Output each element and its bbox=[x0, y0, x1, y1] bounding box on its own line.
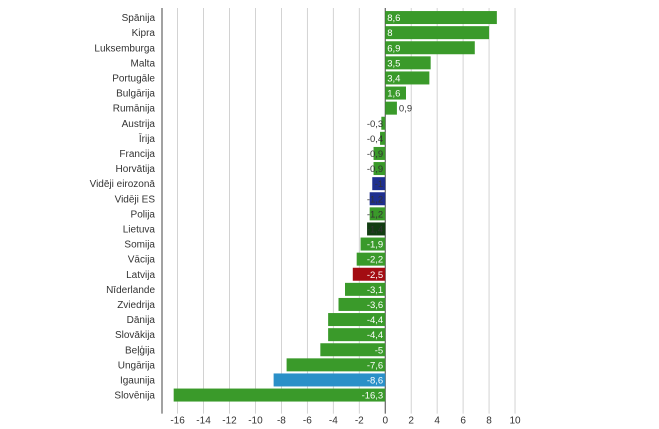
value-label: 0,9 bbox=[399, 104, 412, 115]
category-label: Horvātija bbox=[116, 164, 156, 175]
value-label: 8,6 bbox=[387, 13, 400, 24]
bar-malta bbox=[385, 56, 431, 70]
bar-portugale bbox=[385, 71, 430, 85]
x-tick-label: -14 bbox=[196, 416, 211, 427]
x-tick-label: -2 bbox=[355, 416, 364, 427]
category-label: Kipra bbox=[132, 28, 156, 39]
category-label: Francija bbox=[119, 149, 155, 160]
category-label: Austrija bbox=[122, 119, 156, 130]
category-label: Dānija bbox=[127, 315, 156, 326]
category-label: Igaunija bbox=[120, 375, 155, 386]
x-tick-label: -8 bbox=[277, 416, 286, 427]
bar-niderlande bbox=[345, 282, 386, 296]
bar-horvatija bbox=[373, 162, 386, 176]
value-labels: 8,6 8 6,9 3,5 3,4 1,6 0,9 -0,3 -0,4 -0,9 -0,9 -1 -1,… bbox=[362, 13, 413, 402]
grid-lines bbox=[161, 8, 516, 414]
value-label: -5 bbox=[375, 345, 383, 356]
category-label: Vidēji eirozonā bbox=[90, 179, 156, 190]
value-label: -7,6 bbox=[367, 360, 383, 371]
value-label: 8 bbox=[387, 28, 392, 39]
value-label: -8,6 bbox=[367, 375, 383, 386]
bar-rumanija bbox=[385, 101, 397, 115]
x-tick-label: 8 bbox=[486, 416, 492, 427]
category-label: Lietuva bbox=[123, 224, 156, 235]
category-label: Vācija bbox=[128, 255, 156, 266]
category-label: Spānija bbox=[122, 13, 156, 24]
bar-austrija bbox=[381, 116, 386, 130]
category-label: Somija bbox=[124, 240, 155, 251]
category-label: Īrija bbox=[139, 133, 156, 145]
value-label: -1 bbox=[375, 179, 383, 190]
bar-polija bbox=[369, 207, 386, 221]
bar-francija bbox=[373, 146, 386, 160]
category-label: Slovēnija bbox=[114, 391, 155, 402]
bar-spanija bbox=[385, 11, 497, 25]
value-label: -4,4 bbox=[367, 315, 383, 326]
value-label: -4,4 bbox=[367, 330, 383, 341]
x-tick-label: -6 bbox=[303, 416, 312, 427]
bar-luksemburga bbox=[385, 41, 475, 55]
value-label: -2,2 bbox=[367, 255, 383, 266]
x-tick-label: -16 bbox=[170, 416, 185, 427]
bar-vacija bbox=[356, 252, 386, 266]
category-labels: Spānija Kipra Luksemburga Malta Portugāle Bul… bbox=[90, 13, 156, 402]
bar-slovenija bbox=[173, 388, 386, 402]
bar-lietuva bbox=[367, 222, 386, 236]
bar-irija bbox=[380, 131, 386, 145]
value-label: -1,2 bbox=[367, 209, 383, 220]
bars bbox=[173, 11, 497, 402]
category-label: Rumānija bbox=[113, 104, 156, 115]
category-label: Malta bbox=[131, 58, 156, 69]
bar-latvija bbox=[352, 267, 386, 281]
x-tick-labels: -16 -14 -12 -10 -8 -6 -4 -2 0 2 4 6 8 10 bbox=[170, 416, 521, 427]
category-label: Portugāle bbox=[112, 73, 155, 84]
x-tick-label: 0 bbox=[382, 416, 388, 427]
category-label: Zviedrija bbox=[117, 300, 155, 311]
bar-belgija bbox=[320, 343, 386, 357]
value-label: 3,5 bbox=[387, 58, 400, 69]
bar-somija bbox=[360, 237, 386, 251]
value-label: 3,4 bbox=[387, 73, 400, 84]
value-label: -3,6 bbox=[367, 300, 383, 311]
value-label: -16,3 bbox=[362, 391, 384, 402]
value-label: -0,4 bbox=[367, 134, 383, 145]
category-label: Nīderlande bbox=[106, 285, 155, 296]
value-label: -0,9 bbox=[367, 164, 383, 175]
value-label: 1,6 bbox=[387, 89, 400, 100]
x-tick-label: 10 bbox=[509, 416, 521, 427]
value-label: -1,2 bbox=[367, 194, 383, 205]
bar-igaunija bbox=[273, 373, 386, 387]
value-label: -0,3 bbox=[367, 119, 383, 130]
value-label: -1,4 bbox=[367, 224, 383, 235]
x-tick-label: 2 bbox=[408, 416, 414, 427]
category-label: Bulgārija bbox=[116, 89, 155, 100]
value-label: -1,9 bbox=[367, 240, 383, 251]
value-label: -2,5 bbox=[367, 270, 383, 281]
category-label: Latvija bbox=[126, 270, 155, 281]
bar-zviedrija bbox=[338, 297, 386, 311]
bar-bulgarija bbox=[385, 86, 406, 100]
x-tick-label: -12 bbox=[222, 416, 237, 427]
category-label: Luksemburga bbox=[94, 43, 155, 54]
x-tick-label: -4 bbox=[329, 416, 338, 427]
bar-ungarija bbox=[286, 358, 386, 372]
bar-slovakija bbox=[328, 328, 386, 342]
x-tick-label: -10 bbox=[248, 416, 263, 427]
value-label: 6,9 bbox=[387, 43, 400, 54]
category-label: Beļģija bbox=[125, 343, 155, 356]
category-label: Vidēji ES bbox=[115, 194, 156, 205]
bar-videji-eirozona bbox=[372, 177, 386, 191]
bar-videji-es bbox=[369, 192, 386, 206]
x-tick-label: 4 bbox=[434, 416, 440, 427]
category-label: Ungārija bbox=[118, 360, 156, 371]
value-label: -3,1 bbox=[367, 285, 383, 296]
bar-kipra bbox=[385, 26, 490, 40]
category-label: Polija bbox=[131, 209, 156, 220]
bar-danija bbox=[328, 313, 386, 327]
category-label: Slovākija bbox=[115, 330, 155, 341]
x-tick-label: 6 bbox=[460, 416, 466, 427]
value-label: -0,9 bbox=[367, 149, 383, 160]
